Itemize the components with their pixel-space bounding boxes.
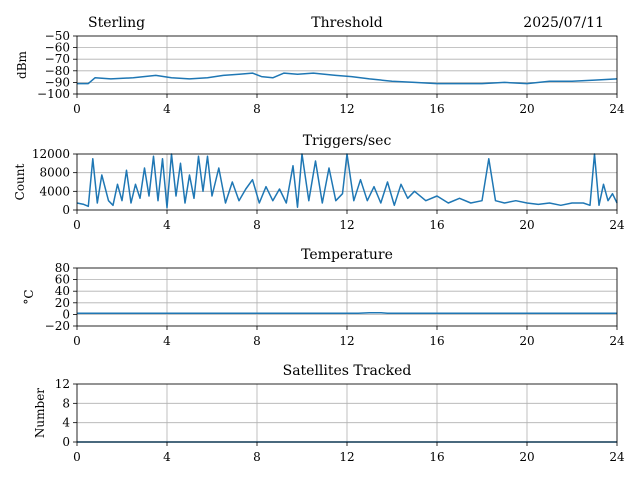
x-tick-label: 24 — [609, 334, 625, 348]
y-tick-label: −90 — [45, 75, 70, 89]
y-tick-label: −50 — [45, 29, 70, 43]
y-axis-label: °C — [22, 289, 36, 304]
x-tick-label: 4 — [163, 334, 171, 348]
x-tick-label: 16 — [429, 450, 444, 464]
x-tick-label: 12 — [339, 450, 354, 464]
y-tick-label: 12000 — [32, 147, 70, 161]
x-tick-label: 8 — [253, 218, 261, 232]
y-tick-label: 0 — [62, 307, 70, 321]
chart-title: Triggers/sec — [303, 133, 392, 149]
x-tick-label: 0 — [73, 102, 81, 116]
x-tick-label: 8 — [253, 450, 261, 464]
y-tick-label: −80 — [45, 64, 70, 78]
y-tick-label: 80 — [55, 261, 70, 275]
x-tick-label: 0 — [73, 218, 81, 232]
series-line — [76, 153, 618, 209]
y-tick-label: −20 — [45, 319, 70, 333]
y-axis-label: Number — [33, 388, 47, 438]
y-tick-label: 0 — [62, 435, 70, 449]
y-tick-label: 4 — [62, 416, 70, 430]
x-tick-label: 0 — [73, 450, 81, 464]
series-line — [77, 72, 618, 85]
x-tick-label: 12 — [339, 102, 354, 116]
x-tick-label: 4 — [163, 218, 171, 232]
chart-title: Temperature — [301, 247, 393, 263]
x-tick-label: 8 — [253, 334, 261, 348]
chart-panel-1: 0 4 8 12 16 20 24 −100−90−80−70−60−50 Threshold d… — [15, 15, 625, 116]
y-tick-label: −60 — [45, 41, 70, 55]
x-tick-label: 12 — [339, 218, 354, 232]
x-tick-label: 12 — [339, 334, 354, 348]
chart-panel-4: 0 4 8 12 16 20 24 0 4 8 12 Satellites Tracked Number — [33, 363, 625, 464]
y-tick-label: 20 — [55, 296, 70, 310]
y-axis-label: dBm — [15, 50, 29, 79]
x-tick-label: 4 — [163, 102, 171, 116]
chart-title: Satellites Tracked — [283, 363, 412, 379]
y-tick-label: 40 — [55, 284, 70, 298]
series-line — [77, 311, 617, 314]
y-tick-label: 8000 — [39, 166, 70, 180]
y-tick-label: 4000 — [39, 184, 70, 198]
x-tick-label: 24 — [609, 218, 625, 232]
x-tick-label: 24 — [609, 450, 625, 464]
x-tick-label: 16 — [429, 102, 444, 116]
x-tick-label: 16 — [429, 334, 444, 348]
chart-panel-2: 0 4 8 12 16 20 24 0 4000 8000 12000 Triggers/sec Cou… — [13, 133, 625, 232]
x-tick-label: 8 — [253, 102, 261, 116]
x-tick-label: 24 — [609, 102, 625, 116]
y-axis-label: Count — [13, 163, 27, 200]
x-tick-label: 0 — [73, 334, 81, 348]
report-date: 2025/07/11 — [523, 15, 604, 31]
y-tick-label: 60 — [55, 273, 70, 287]
y-tick-label: 0 — [62, 203, 70, 217]
x-tick-label: 4 — [163, 450, 171, 464]
x-tick-label: 20 — [519, 102, 534, 116]
y-tick-label: 8 — [62, 396, 70, 410]
station-name: Sterling — [88, 15, 145, 31]
y-tick-label: 12 — [55, 377, 70, 391]
y-tick-label: −70 — [45, 52, 70, 66]
x-tick-label: 20 — [519, 218, 534, 232]
x-tick-label: 20 — [519, 450, 534, 464]
y-tick-label: −100 — [37, 87, 70, 101]
x-tick-label: 20 — [519, 334, 534, 348]
x-tick-label: 16 — [429, 218, 444, 232]
chart-title: Threshold — [311, 15, 382, 31]
chart-panels: 0 4 8 12 16 20 24 −100−90−80−70−60−50 Threshold d… — [13, 15, 625, 464]
